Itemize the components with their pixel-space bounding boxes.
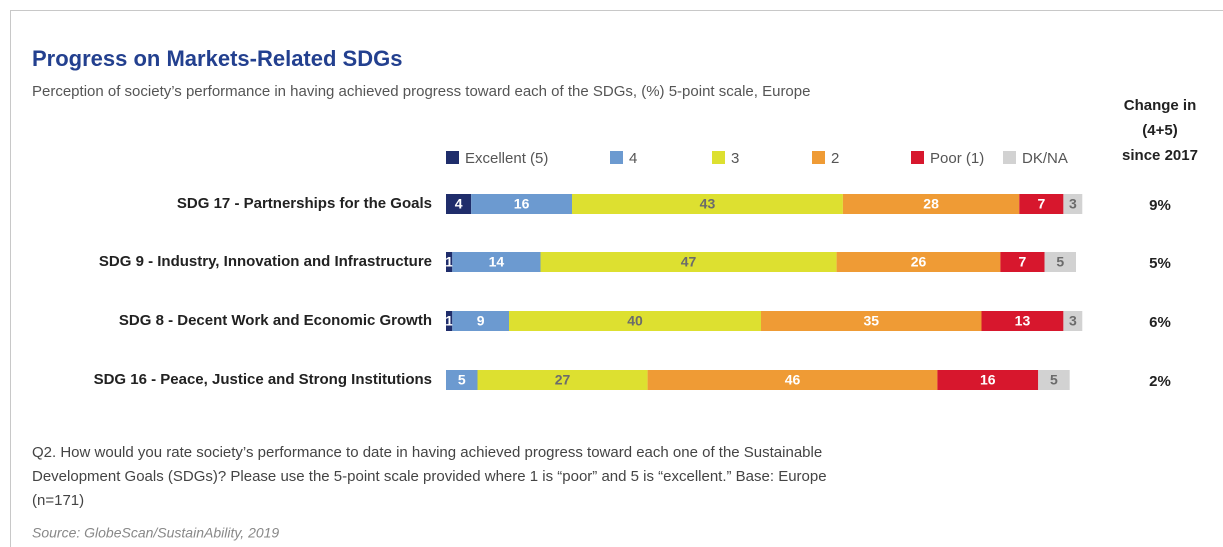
- bar-segment: [446, 311, 453, 331]
- change-value: 5%: [1149, 255, 1171, 272]
- value-label: 1: [445, 313, 453, 329]
- bar-segment: [1000, 252, 1045, 272]
- bar-segment: [477, 370, 648, 390]
- chart-title: Progress on Markets-Related SDGs: [32, 46, 402, 71]
- value-label: 28: [923, 196, 939, 212]
- change-value: 2%: [1149, 373, 1171, 390]
- value-label: 3: [1069, 196, 1077, 212]
- bar-segment: [836, 252, 1001, 272]
- value-label: 27: [555, 372, 571, 388]
- bar-segment: [937, 370, 1039, 390]
- chart-subtitle: Perception of society’s performance in h…: [32, 83, 810, 100]
- bar-segment: [446, 252, 453, 272]
- bar-segment: [446, 370, 478, 390]
- change-value: 9%: [1149, 197, 1171, 214]
- value-label: 16: [980, 372, 996, 388]
- bar-segment: [572, 194, 843, 214]
- legend-label: Poor (1): [930, 150, 984, 167]
- legend-label: Excellent (5): [465, 150, 548, 167]
- category-label: SDG 9 - Industry, Innovation and Infrast…: [99, 253, 432, 270]
- legend-swatch: [610, 151, 623, 164]
- footnote: Development Goals (SDGs)? Please use the…: [32, 468, 827, 485]
- frame: [10, 10, 1223, 547]
- bar-segment: [761, 311, 982, 331]
- legend-swatch: [812, 151, 825, 164]
- value-label: 7: [1037, 196, 1045, 212]
- value-label: 14: [489, 254, 505, 270]
- change-header: (4+5): [1142, 122, 1177, 139]
- value-label: 43: [700, 196, 716, 212]
- value-label: 5: [1050, 372, 1058, 388]
- value-label: 35: [863, 313, 879, 329]
- legend-swatch: [911, 151, 924, 164]
- bar-segment: [446, 194, 472, 214]
- bar-segment: [540, 252, 837, 272]
- legend-label: 3: [731, 150, 739, 167]
- value-label: 13: [1015, 313, 1031, 329]
- bar-segment: [1063, 194, 1083, 214]
- bar-segment: [471, 194, 572, 214]
- value-label: 26: [911, 254, 927, 270]
- legend-swatch: [1003, 151, 1016, 164]
- bar-segment: [981, 311, 1064, 331]
- value-label: 5: [1056, 254, 1064, 270]
- legend-label: 4: [629, 150, 637, 167]
- value-label: 16: [514, 196, 530, 212]
- value-label: 3: [1069, 313, 1077, 329]
- legend-swatch: [446, 151, 459, 164]
- category-label: SDG 8 - Decent Work and Economic Growth: [119, 312, 432, 329]
- value-label: 1: [445, 254, 453, 270]
- value-label: 4: [455, 196, 463, 212]
- value-label: 7: [1019, 254, 1027, 270]
- bar-segment: [842, 194, 1020, 214]
- change-header: since 2017: [1122, 147, 1198, 164]
- legend-label: DK/NA: [1022, 150, 1068, 167]
- source: Source: GlobeScan/SustainAbility, 2019: [32, 525, 279, 541]
- bar-segment: [452, 252, 541, 272]
- value-label: 47: [681, 254, 697, 270]
- legend-swatch: [712, 151, 725, 164]
- bar-segment: [647, 370, 938, 390]
- bar-segment: [1044, 252, 1076, 272]
- value-label: 5: [458, 372, 466, 388]
- category-label: SDG 17 - Partnerships for the Goals: [177, 195, 432, 212]
- bar-segment: [509, 311, 761, 331]
- legend-label: 2: [831, 150, 839, 167]
- bar-segment: [452, 311, 509, 331]
- value-label: 46: [785, 372, 801, 388]
- bar-segment: [1038, 370, 1070, 390]
- bar-segment: [1019, 194, 1064, 214]
- footnote: Q2. How would you rate society’s perform…: [32, 444, 822, 461]
- footnote: (n=171): [32, 492, 84, 509]
- value-label: 9: [477, 313, 485, 329]
- change-header: Change in: [1124, 97, 1197, 114]
- category-label: SDG 16 - Peace, Justice and Strong Insti…: [94, 371, 432, 388]
- value-label: 40: [627, 313, 643, 329]
- change-value: 6%: [1149, 314, 1171, 331]
- bar-segment: [1063, 311, 1083, 331]
